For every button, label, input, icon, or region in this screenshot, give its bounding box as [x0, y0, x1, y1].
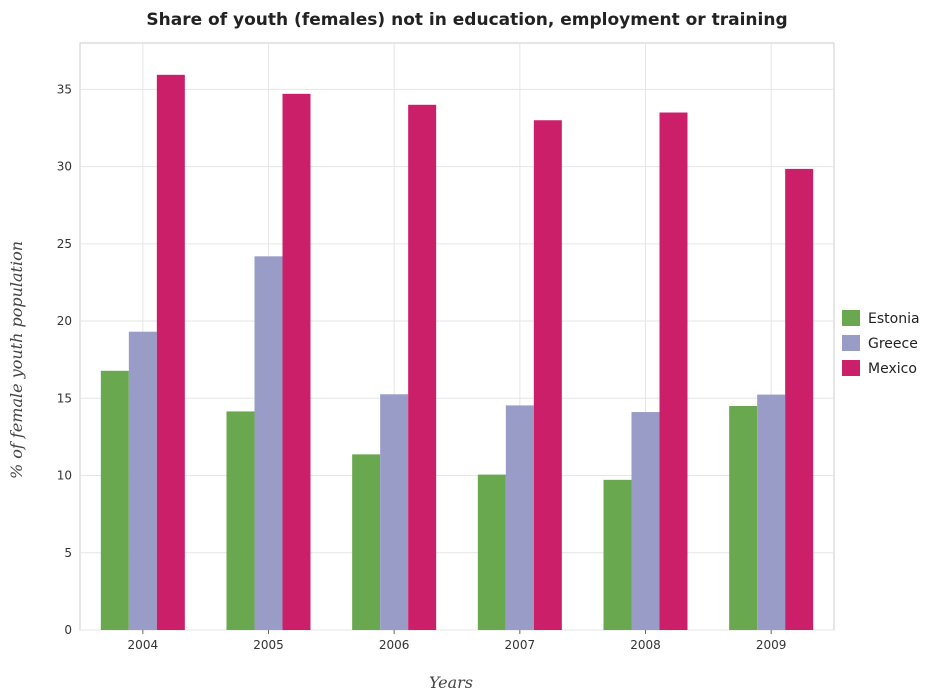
bar-greece-2004 — [128, 331, 157, 630]
y-tick-label: 30 — [57, 160, 72, 174]
y-tick-label: 15 — [57, 391, 72, 405]
bar-mexico-2008 — [659, 112, 688, 630]
bar-greece-2009 — [757, 394, 786, 630]
x-tick-label: 2009 — [756, 638, 787, 652]
legend-swatch-estonia — [842, 310, 860, 326]
x-axis-label: Years — [429, 673, 473, 692]
bar-mexico-2009 — [785, 168, 814, 630]
bar-estonia-2004 — [100, 370, 129, 630]
y-tick-label: 0 — [64, 623, 72, 637]
bar-greece-2006 — [380, 394, 409, 630]
bar-estonia-2006 — [352, 454, 381, 630]
x-tick-label: 2008 — [630, 638, 661, 652]
y-tick-label: 20 — [57, 314, 72, 328]
x-tick-label: 2006 — [379, 638, 410, 652]
legend-label-estonia: Estonia — [868, 311, 920, 327]
x-tick-label: 2007 — [505, 638, 536, 652]
bar-greece-2008 — [631, 412, 660, 630]
bar-greece-2005 — [254, 256, 283, 630]
legend-label-greece: Greece — [868, 336, 918, 352]
chart-title: Share of youth (females) not in educatio… — [146, 10, 787, 30]
legend-swatch-greece — [842, 335, 860, 351]
plot-area: 0 5 10 15 20 25 30 35 2004 2005 2006 2007 2008 2009 — [57, 42, 835, 652]
bar-mexico-2007 — [533, 120, 562, 630]
y-tick-label: 35 — [57, 82, 72, 96]
bar-mexico-2005 — [282, 93, 311, 630]
legend-swatch-mexico — [842, 360, 860, 376]
bar-estonia-2007 — [477, 474, 506, 630]
y-tick-label: 5 — [64, 546, 72, 560]
y-axis-label: % of female youth population — [7, 241, 26, 479]
legend-label-mexico: Mexico — [868, 361, 917, 377]
plot-background — [79, 42, 835, 631]
bar-mexico-2004 — [156, 74, 185, 630]
x-tick-label: 2005 — [253, 638, 284, 652]
y-tick-label: 10 — [57, 469, 72, 483]
y-tick-label: 25 — [57, 237, 72, 251]
bar-greece-2007 — [505, 405, 534, 630]
bar-estonia-2005 — [226, 411, 255, 630]
bar-estonia-2008 — [603, 479, 632, 630]
bar-estonia-2009 — [729, 406, 758, 630]
x-tick-label: 2004 — [128, 638, 159, 652]
legend: Estonia Greece Mexico — [842, 310, 920, 377]
bar-mexico-2006 — [408, 104, 437, 630]
